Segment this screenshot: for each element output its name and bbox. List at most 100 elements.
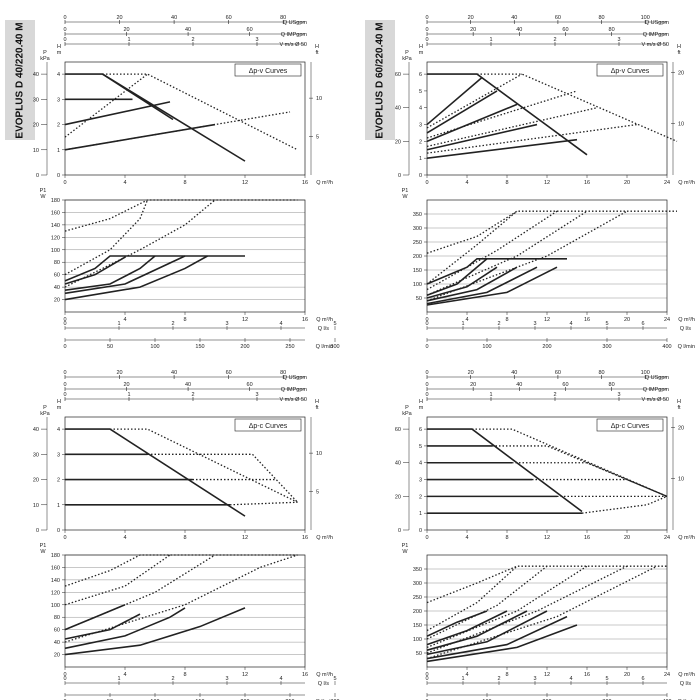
ls-tick-label: 5: [605, 321, 608, 327]
top-scale-tick-label: 2: [553, 37, 556, 43]
ls-title: Q l/s: [680, 681, 692, 687]
head-curve-solid: [427, 428, 583, 513]
power-curve-solid: [64, 607, 186, 650]
power-curve-dotted: [64, 199, 298, 232]
mode-label-box: [234, 418, 302, 432]
power-curve-solid: [426, 610, 488, 637]
head-curve-solid: [102, 73, 174, 121]
head-curve-solid: [65, 73, 246, 162]
head-x-tick-label: 16: [584, 535, 590, 541]
power-x-tick-label: 0: [63, 317, 66, 323]
ls-tick-label: 6: [641, 321, 644, 327]
power-x-title: Q m³/h: [316, 672, 333, 678]
top-scale-title: V m/s Ø 50: [279, 42, 307, 48]
top-scale-tick-label: 40: [171, 370, 177, 376]
kpa-tick-label: 60: [395, 427, 401, 433]
power-curve-solid: [426, 610, 508, 646]
power-x-tick-label: 8: [505, 672, 508, 678]
head-h-label-right: H: [315, 399, 319, 405]
power-x-tick-label: 4: [123, 672, 126, 678]
top-scale-tick-label: 2: [191, 392, 194, 398]
ft-tick-label: 10: [678, 122, 684, 128]
top-scale-tick-label: 40: [171, 15, 177, 21]
power-curve-solid: [426, 266, 518, 302]
head-x-tick-label: 12: [544, 180, 550, 186]
m-tick-label: 0: [57, 528, 60, 534]
power-y-tick-label: 50: [416, 296, 422, 302]
top-scale-tick-label: 20: [470, 27, 476, 33]
ls-tick-label: 0: [425, 676, 428, 682]
power-curve-solid: [64, 255, 208, 301]
head-curve-dotted: [477, 73, 678, 142]
mode-label-box: [596, 418, 664, 432]
head-curve-dotted: [229, 501, 298, 506]
power-y-tick-label: 40: [54, 285, 60, 291]
top-scale-tick-label: 3: [255, 392, 258, 398]
mode-label: Δp-c Curves: [611, 423, 650, 430]
top-scale-tick-label: 40: [516, 382, 522, 388]
head-plot-frame: [64, 416, 306, 531]
ls-tick-label: 1: [461, 676, 464, 682]
top-scale-tick-label: 20: [468, 370, 474, 376]
head-x-tick-label: 8: [505, 180, 508, 186]
top-scale-tick-label: 60: [247, 27, 253, 33]
power-y-tick-label: 140: [51, 578, 60, 584]
ls-tick-label: 6: [641, 676, 644, 682]
ls-tick-label: 0: [63, 321, 66, 327]
head-x-tick-label: 4: [465, 180, 468, 186]
power-curve-dotted: [426, 565, 628, 654]
power-curve-solid: [426, 258, 488, 296]
head-curve-dotted: [426, 123, 638, 154]
power-x-tick-label: 12: [544, 317, 550, 323]
kpa-tick-label: 30: [33, 97, 39, 103]
ft-tick-label: 20: [678, 425, 684, 431]
m-tick-label: 3: [57, 452, 60, 458]
head-x-tick-label: 4: [465, 535, 468, 541]
m-tick-label: 4: [419, 106, 422, 112]
top-scale-tick-label: 0: [63, 382, 66, 388]
ls-tick-label: 5: [333, 676, 336, 682]
m-tick-label: 2: [57, 478, 60, 484]
kpa-tick-label: 20: [395, 139, 401, 145]
kpa-tick-label: 10: [33, 148, 39, 154]
head-x-tick-label: 24: [664, 180, 670, 186]
head-m-label: m: [57, 50, 62, 56]
m-tick-label: 1: [419, 511, 422, 517]
head-x-tick-label: 16: [302, 535, 308, 541]
m-tick-label: 5: [419, 444, 422, 450]
top-scale-tick-label: 20: [470, 382, 476, 388]
kpa-tick-label: 0: [36, 528, 39, 534]
m-tick-label: 1: [57, 148, 60, 154]
top-scale-tick-label: 80: [598, 370, 604, 376]
m-tick-label: 4: [57, 427, 60, 433]
side-title-left: EVOPLUS D 40/220.40 M: [5, 20, 35, 140]
power-x-tick-label: 8: [505, 317, 508, 323]
m-tick-label: 0: [419, 173, 422, 179]
power-y-tick-label: 180: [51, 198, 60, 204]
lmin-tick-label: 200: [240, 344, 249, 350]
head-x-title: Q m³/h: [678, 180, 695, 186]
top-scale-tick-label: 20: [116, 15, 122, 21]
top-scale-tick-label: 0: [425, 27, 428, 33]
head-curve-dotted: [102, 73, 298, 151]
power-curve-dotted: [426, 565, 588, 649]
ls-tick-label: 3: [533, 676, 536, 682]
head-h-label-right: H: [677, 399, 681, 405]
power-x-title: Q m³/h: [316, 317, 333, 323]
head-curve-solid: [64, 123, 216, 151]
ft-tick-label: 10: [316, 451, 322, 457]
top-scale-tick-label: 0: [63, 37, 66, 43]
kpa-tick-label: 0: [398, 173, 401, 179]
power-x-tick-label: 16: [302, 317, 308, 323]
power-x-tick-label: 20: [624, 317, 630, 323]
kpa-tick-label: 20: [33, 123, 39, 129]
head-curve-dotted: [110, 428, 298, 503]
ft-tick-label: 20: [678, 70, 684, 76]
top-scale-tick-label: 1: [489, 392, 492, 398]
top-scale-tick-label: 1: [127, 37, 130, 43]
top-scale-tick-label: 0: [63, 27, 66, 33]
top-scale-title: Q USgpm: [283, 20, 308, 26]
power-curve-solid: [64, 604, 126, 631]
